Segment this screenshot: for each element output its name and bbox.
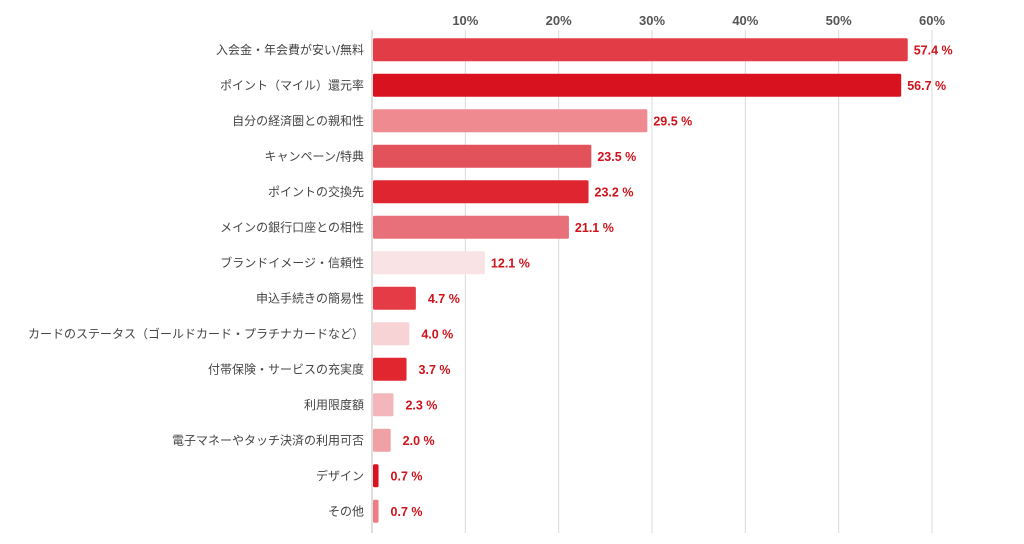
bar bbox=[373, 251, 485, 275]
x-tick-label: 30% bbox=[639, 13, 665, 28]
category-label: キャンペーン/特典 bbox=[265, 148, 364, 163]
category-label: 利用限度額 bbox=[304, 397, 364, 412]
category-label: デザイン bbox=[316, 468, 364, 483]
bar bbox=[373, 73, 902, 97]
bar bbox=[373, 428, 391, 452]
bar bbox=[373, 180, 589, 204]
data-label: 4.7 % bbox=[428, 292, 460, 306]
bar bbox=[373, 393, 394, 417]
category-label: 付帯保険・サービスの充実度 bbox=[208, 361, 364, 376]
x-tick-label: 10% bbox=[452, 13, 478, 28]
bar bbox=[373, 322, 410, 346]
category-label: ポイント（マイル）還元率 bbox=[220, 77, 364, 92]
category-label: 自分の経済圏との親和性 bbox=[232, 113, 364, 128]
bar bbox=[373, 286, 416, 310]
category-label: 申込手続きの簡易性 bbox=[256, 290, 364, 305]
data-label: 4.0 % bbox=[421, 327, 453, 341]
data-label: 2.0 % bbox=[403, 434, 435, 448]
bar bbox=[373, 215, 569, 239]
category-label: カードのステータス（ゴールドカード・プラチナカードなど） bbox=[28, 326, 364, 341]
x-tick-label: 60% bbox=[919, 13, 945, 28]
category-label: その他 bbox=[328, 504, 364, 518]
bar bbox=[373, 357, 407, 381]
category-label: 入会金・年会費が安い/無料 bbox=[216, 42, 364, 57]
x-axis-ticks: 10% 20% 30% 40% 50% 60% bbox=[452, 13, 945, 28]
data-label: 57.4 % bbox=[914, 43, 953, 57]
data-label: 12.1 % bbox=[491, 256, 530, 270]
x-tick-label: 50% bbox=[826, 13, 852, 28]
labels: 入会金・年会費が安い/無料 57.4 % ポイント（マイル）還元率 56.7 % 自分の… bbox=[28, 42, 953, 519]
data-label: 21.1 % bbox=[575, 221, 614, 235]
category-label: ポイントの交換先 bbox=[268, 184, 364, 199]
data-label: 0.7 % bbox=[391, 505, 423, 519]
category-label: メインの銀行口座との相性 bbox=[220, 219, 364, 234]
data-label: 0.7 % bbox=[391, 469, 423, 483]
x-tick-label: 20% bbox=[546, 13, 572, 28]
data-label: 56.7 % bbox=[907, 79, 946, 93]
x-tick-label: 40% bbox=[732, 13, 758, 28]
data-label: 23.5 % bbox=[597, 150, 636, 164]
bar bbox=[373, 464, 379, 488]
data-label: 2.3 % bbox=[405, 398, 437, 412]
bar bbox=[373, 38, 908, 62]
bars bbox=[373, 38, 908, 523]
bar bbox=[373, 109, 648, 133]
grid-layer bbox=[371, 30, 933, 533]
category-label: 電子マネーやタッチ決済の利用可否 bbox=[172, 432, 364, 447]
data-label: 29.5 % bbox=[653, 114, 692, 128]
bar bbox=[373, 499, 379, 523]
category-label: ブランドイメージ・信頼性 bbox=[220, 255, 364, 270]
bar bbox=[373, 144, 592, 168]
data-label: 3.7 % bbox=[419, 363, 451, 377]
data-label: 23.2 % bbox=[595, 185, 634, 199]
